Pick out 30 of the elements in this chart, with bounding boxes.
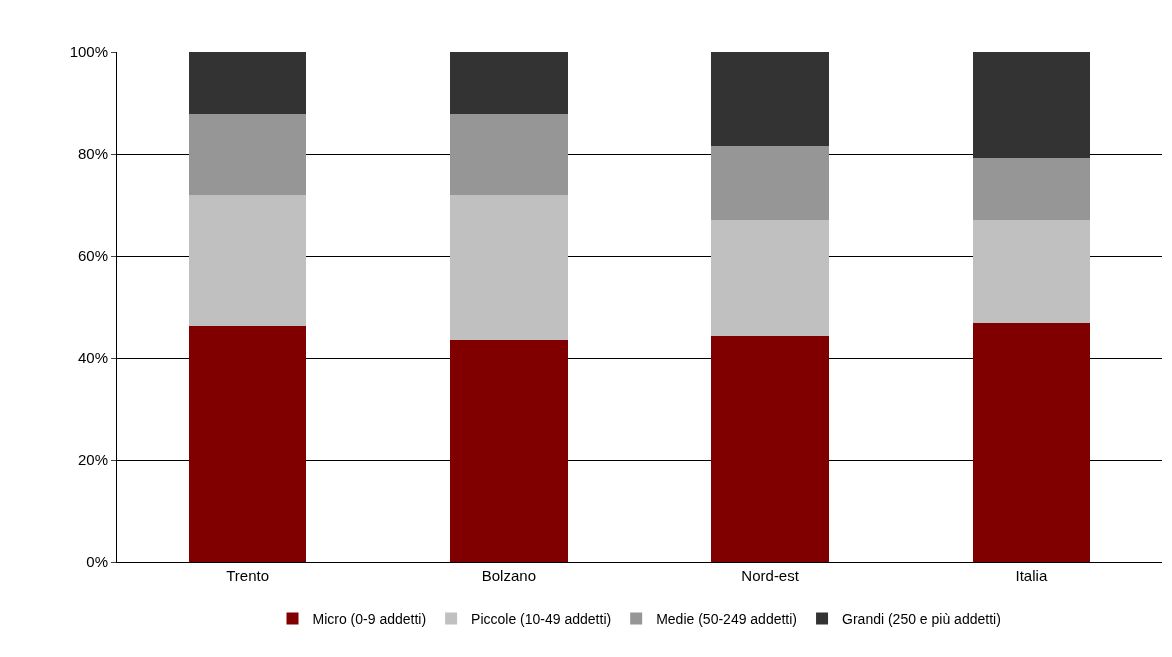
bar: [711, 145, 829, 220]
y-tick-label: 100%: [69, 43, 108, 61]
legend-label: Piccole (10-49 addetti): [471, 610, 612, 627]
legend-label: Micro (0-9 addetti): [312, 610, 427, 627]
y-tick-label: 60%: [77, 247, 108, 265]
y-tick-label: 0%: [86, 553, 108, 571]
y-tick-label: 80%: [77, 145, 108, 163]
legend-label: Grandi (250 e più addetti): [842, 610, 1001, 627]
bar: [188, 325, 307, 562]
bar: [450, 340, 568, 562]
x-tick-label: Italia: [1015, 567, 1048, 584]
bar: [188, 52, 307, 115]
bar: [450, 114, 568, 195]
bar: [188, 114, 307, 195]
bar: [972, 219, 1091, 323]
bar: [972, 52, 1091, 159]
bar: [972, 158, 1091, 220]
bar: [711, 336, 829, 562]
bar: [711, 52, 829, 146]
bar: [450, 194, 568, 341]
bar: [972, 322, 1091, 562]
bar: [711, 219, 829, 337]
y-tick-label: 20%: [77, 451, 108, 469]
legend-label: Medie (50-249 addetti): [656, 610, 798, 627]
x-tick-label: Bolzano: [481, 567, 536, 584]
x-tick-label: Trento: [226, 567, 270, 584]
y-tick-label: 40%: [77, 349, 108, 367]
x-tick-label: Nord-est: [741, 567, 800, 584]
bar: [450, 52, 568, 115]
bar: [188, 194, 307, 326]
